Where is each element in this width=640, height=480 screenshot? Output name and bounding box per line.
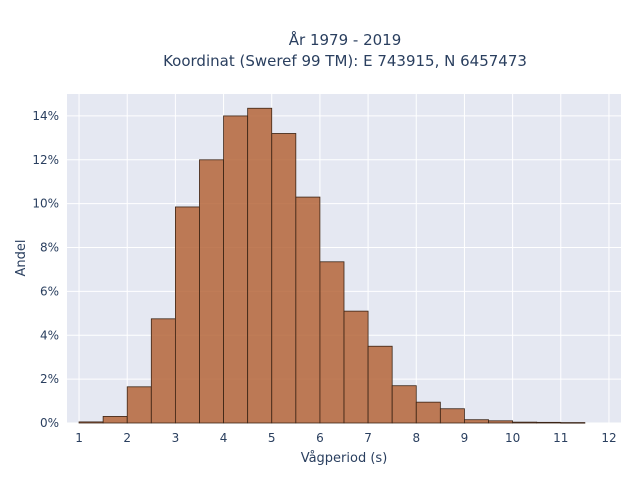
bar-6 — [223, 115, 249, 424]
x-tick-label-5: 6 — [316, 431, 324, 445]
bar-17 — [488, 420, 514, 424]
bar-7 — [247, 107, 273, 424]
x-axis-ticks: 1 2 3 4 5 6 7 8 9 10 11 12 — [75, 431, 616, 445]
bar-13 — [391, 385, 417, 424]
x-tick-label-8: 9 — [461, 431, 469, 445]
bar-3 — [150, 318, 176, 424]
y-tick-label-5: 10% — [32, 197, 59, 211]
x-tick-label-11: 12 — [601, 431, 616, 445]
bar-20 — [560, 422, 586, 424]
bar-12 — [367, 345, 393, 424]
bar-4 — [174, 206, 200, 424]
x-tick-label-9: 10 — [505, 431, 520, 445]
bar-18 — [512, 421, 538, 424]
y-axis-ticks: 0% 2% 4% 6% 8% 10% 12% 14% — [32, 109, 59, 430]
chart-title-line-2: Koordinat (Sweref 99 TM): E 743915, N 64… — [163, 52, 527, 70]
x-tick-label-6: 7 — [364, 431, 372, 445]
bar-9 — [295, 196, 321, 424]
y-tick-label-2: 4% — [40, 328, 59, 342]
x-tick-label-2: 3 — [172, 431, 180, 445]
y-tick-label-7: 14% — [32, 109, 59, 123]
x-tick-label-7: 8 — [412, 431, 420, 445]
y-tick-label-1: 2% — [40, 372, 59, 386]
x-tick-label-1: 2 — [123, 431, 131, 445]
bar-19 — [536, 421, 562, 424]
y-tick-label-4: 8% — [40, 241, 59, 255]
bar-16 — [464, 419, 489, 424]
bar-14 — [415, 401, 441, 424]
x-axis-title: Vågperiod (s) — [301, 451, 388, 466]
bar-8 — [271, 133, 297, 424]
chart-title-line-1: År 1979 - 2019 — [289, 30, 402, 49]
bar-15 — [439, 408, 465, 424]
bar-2 — [126, 386, 152, 424]
y-tick-label-0: 0% — [40, 416, 59, 430]
x-tick-label-3: 4 — [220, 431, 228, 445]
bar-1 — [102, 416, 128, 424]
y-axis-title: Andel — [14, 240, 29, 277]
bars — [78, 107, 586, 424]
bar-11 — [343, 310, 369, 424]
x-tick-label-4: 5 — [268, 431, 276, 445]
bar-5 — [199, 159, 224, 424]
bar-0 — [78, 421, 104, 424]
bar-10 — [319, 261, 345, 424]
y-tick-label-6: 12% — [32, 153, 59, 167]
x-tick-label-0: 1 — [75, 431, 83, 445]
y-tick-label-3: 6% — [40, 284, 59, 298]
x-tick-label-10: 11 — [553, 431, 568, 445]
